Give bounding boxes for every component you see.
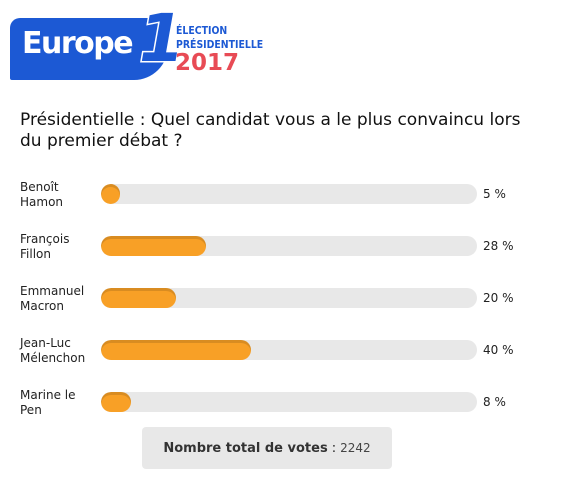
candidate-name-line1: François	[20, 232, 70, 246]
result-bar-fill	[101, 288, 177, 308]
result-row-le-pen: Marine le Pen 8 %	[0, 388, 568, 428]
result-bar-track	[101, 184, 477, 204]
candidate-name-line2: Hamon	[20, 195, 64, 209]
candidate-name: Jean-Luc Mélenchon	[20, 336, 100, 366]
candidate-name-line2: Fillon	[20, 247, 51, 261]
logo-election-text: ÉLECTION	[176, 24, 228, 37]
logo-blue-block	[10, 18, 168, 80]
candidate-name: Marine le Pen	[20, 388, 100, 418]
logo-presidentielle-text: PRÉSIDENTIELLE	[176, 38, 264, 51]
candidate-name-line1: Emmanuel	[20, 284, 85, 298]
result-bar-track	[101, 288, 477, 308]
result-percent: 20 %	[483, 291, 514, 305]
candidate-name: François Fillon	[20, 232, 100, 262]
result-row-fillon: François Fillon 28 %	[0, 232, 568, 272]
total-votes-label: Nombre total de votes	[163, 440, 328, 456]
candidate-name-line2: Mélenchon	[20, 351, 86, 365]
total-votes-box: Nombre total de votes : 2242	[142, 427, 392, 469]
result-bar-fill	[101, 236, 207, 256]
poll-question: Présidentielle : Quel candidat vous a le…	[20, 110, 521, 151]
candidate-name-line1: Marine le	[20, 388, 76, 402]
candidate-name: Emmanuel Macron	[20, 284, 100, 314]
result-row-macron: Emmanuel Macron 20 %	[0, 284, 568, 324]
candidate-name-line2: Macron	[20, 299, 64, 313]
result-row-melenchon: Jean-Luc Mélenchon 40 %	[0, 336, 568, 376]
result-bar-fill	[101, 392, 132, 412]
result-row-hamon: Benoît Hamon 5 %	[0, 180, 568, 220]
europe1-election-logo: Europe 1 ÉLECTION PRÉSIDENTIELLE 2017	[10, 0, 290, 88]
result-percent: 40 %	[483, 343, 514, 357]
candidate-name-line1: Benoît	[20, 180, 59, 194]
logo-brand-text: Europe	[22, 26, 134, 61]
result-percent: 8 %	[483, 395, 506, 409]
result-bar-fill	[101, 184, 120, 204]
result-bar-track	[101, 340, 477, 360]
result-percent: 5 %	[483, 187, 506, 201]
result-bar-track	[101, 392, 477, 412]
total-votes-separator: :	[331, 440, 337, 456]
result-bar-fill	[101, 340, 252, 360]
candidate-name: Benoît Hamon	[20, 180, 100, 210]
total-votes-value: 2242	[340, 441, 371, 455]
logo-year: 2017	[175, 50, 240, 76]
candidate-name-line1: Jean-Luc	[20, 336, 71, 350]
result-bar-track	[101, 236, 477, 256]
candidate-name-line2: Pen	[20, 403, 42, 417]
result-percent: 28 %	[483, 239, 514, 253]
